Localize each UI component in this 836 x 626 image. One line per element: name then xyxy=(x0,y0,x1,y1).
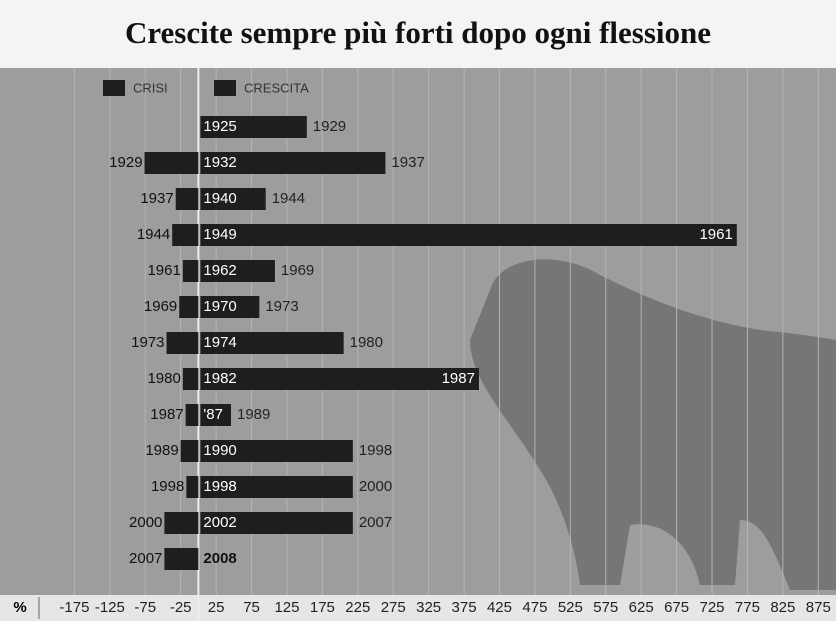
growth-start-label: 1949 xyxy=(203,226,236,243)
growth-end-label: 1998 xyxy=(359,442,392,459)
crisis-bar xyxy=(172,224,198,246)
x-tick-label: 525 xyxy=(558,599,583,616)
growth-end-label: 1980 xyxy=(350,334,383,351)
x-tick-label: 375 xyxy=(452,599,477,616)
x-tick-label: 625 xyxy=(629,599,654,616)
crisis-start-label: 1987 xyxy=(150,406,183,423)
x-axis-label: % xyxy=(13,599,26,616)
growth-start-label: 1998 xyxy=(203,478,236,495)
x-tick-label: -75 xyxy=(134,599,156,616)
crisis-bar xyxy=(181,440,199,462)
crisis-start-label: 1937 xyxy=(140,190,173,207)
crisis-start-label: 1944 xyxy=(137,226,170,243)
growth-start-label: 1982 xyxy=(203,370,236,387)
crisis-bar xyxy=(164,548,198,570)
growth-bar xyxy=(200,224,736,246)
crisis-start-label: 1973 xyxy=(131,334,164,351)
crisis-bar xyxy=(145,152,199,174)
x-tick-label: 175 xyxy=(310,599,335,616)
crisis-bar xyxy=(186,476,198,498)
chart: Crescite sempre più forti dopo ogni fles… xyxy=(0,0,836,621)
growth-start-label: 1925 xyxy=(203,118,236,135)
crisis-start-label: 2000 xyxy=(129,514,162,531)
growth-end-label: 1987 xyxy=(442,370,475,387)
growth-end-label: 1973 xyxy=(265,298,298,315)
x-tick-label: 125 xyxy=(274,599,299,616)
legend-swatch xyxy=(214,80,236,96)
growth-start-label: 1974 xyxy=(203,334,236,351)
crisis-start-label: 1929 xyxy=(109,154,142,171)
growth-start-label: 2008 xyxy=(203,550,236,567)
crisis-bar xyxy=(179,296,198,318)
legend-label: CRESCITA xyxy=(244,80,309,95)
crisis-start-label: 1961 xyxy=(147,262,180,279)
legend-label: CRISI xyxy=(133,80,168,95)
crisis-start-label: 1969 xyxy=(144,298,177,315)
growth-start-label: 1932 xyxy=(203,154,236,171)
growth-end-label: 2007 xyxy=(359,514,392,531)
chart-title: Crescite sempre più forti dopo ogni fles… xyxy=(125,15,711,50)
crisis-bar xyxy=(164,512,198,534)
x-tick-label: -175 xyxy=(59,599,89,616)
growth-end-label: 1989 xyxy=(237,406,270,423)
crisis-bar xyxy=(183,260,199,282)
growth-bar xyxy=(200,368,479,390)
growth-end-label: 1944 xyxy=(272,190,305,207)
crisis-start-label: 1998 xyxy=(151,478,184,495)
x-tick-label: 575 xyxy=(593,599,618,616)
x-tick-label: 225 xyxy=(345,599,370,616)
x-tick-label: 675 xyxy=(664,599,689,616)
crisis-bar xyxy=(176,188,199,210)
x-tick-label: -25 xyxy=(170,599,192,616)
x-tick-label: 475 xyxy=(522,599,547,616)
growth-end-label: 1929 xyxy=(313,118,346,135)
growth-end-label: 1937 xyxy=(391,154,424,171)
growth-end-label: 1969 xyxy=(281,262,314,279)
crisis-start-label: 1989 xyxy=(145,442,178,459)
growth-end-label: 2000 xyxy=(359,478,392,495)
growth-start-label: 1940 xyxy=(203,190,236,207)
x-tick-label: 325 xyxy=(416,599,441,616)
x-tick-label: 875 xyxy=(806,599,831,616)
growth-start-label: 1990 xyxy=(203,442,236,459)
x-tick-label: 25 xyxy=(208,599,225,616)
growth-start-label: 2002 xyxy=(203,514,236,531)
x-tick-label: 75 xyxy=(243,599,260,616)
legend-swatch xyxy=(103,80,125,96)
crisis-start-label: 2007 xyxy=(129,550,162,567)
x-tick-label: 725 xyxy=(700,599,725,616)
growth-end-label: 1961 xyxy=(699,226,732,243)
x-tick-label: 775 xyxy=(735,599,760,616)
growth-start-label: 1962 xyxy=(203,262,236,279)
x-tick-label: 425 xyxy=(487,599,512,616)
growth-start-label: 1970 xyxy=(203,298,236,315)
crisis-start-label: 1980 xyxy=(147,370,180,387)
growth-start-label: '87 xyxy=(203,406,223,423)
x-tick-label: 825 xyxy=(770,599,795,616)
crisis-bar xyxy=(186,404,199,426)
crisis-bar xyxy=(183,368,199,390)
x-tick-label: -125 xyxy=(95,599,125,616)
crisis-bar xyxy=(167,332,199,354)
x-tick-label: 275 xyxy=(381,599,406,616)
